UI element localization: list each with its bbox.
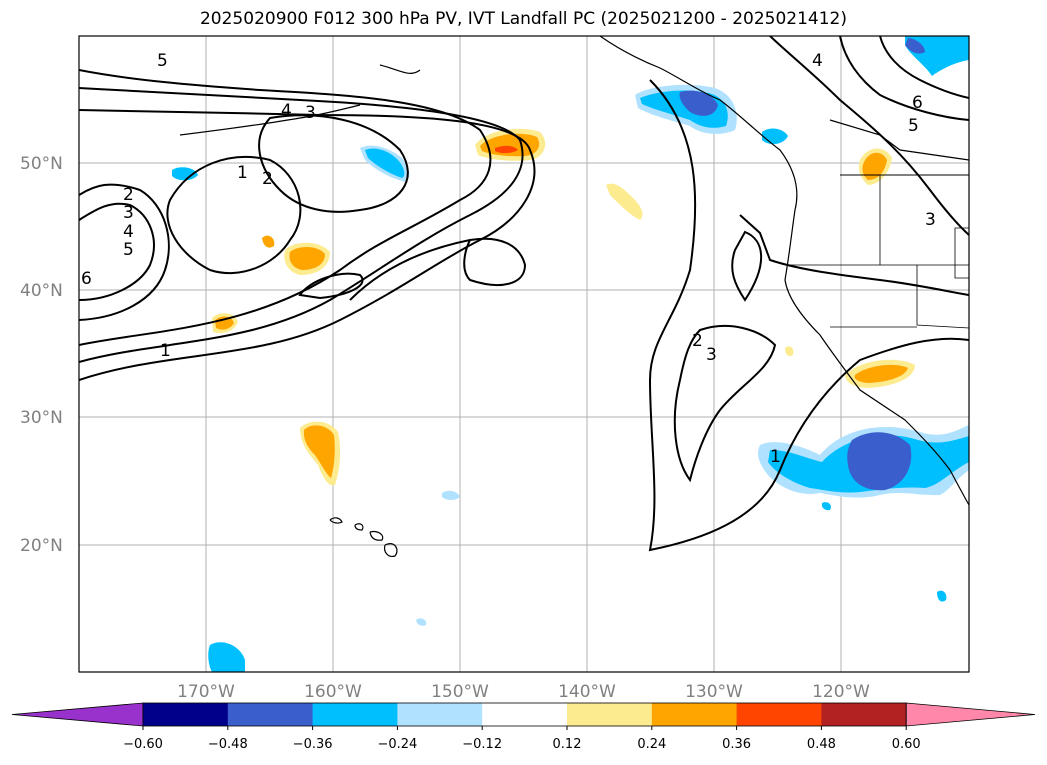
map-frame [78,35,970,673]
colorbar-tick-label: −0.48 [208,737,248,752]
contour-label: 5 [157,51,168,71]
lon-label: 170°W [177,682,235,702]
ivt-shading [172,36,969,672]
colorbar-tick-label: 0.60 [892,737,921,752]
colorbar-tick-label: 0.24 [637,737,666,752]
colorbar-segment [736,703,822,726]
colorbar-segment [143,703,229,726]
colorbar-extend-max [905,702,1036,727]
colorbar-outline [142,702,907,727]
colorbar-segment [651,703,738,726]
contour-label: 5 [908,116,919,136]
colorbar: −0.60 −0.48 −0.36 −0.24 −0.12 0.12 0.24 0.36 0.4… [11,702,1036,752]
lon-label: 160°W [304,682,362,702]
contour-label: 1 [770,447,781,467]
longitude-labels: 170°W 160°W 150°W 140°W 130°W 120°W [177,682,870,702]
colorbar-extend-min [11,702,144,727]
contour-label: 2 [692,331,703,351]
lon-label: 140°W [558,682,616,702]
lon-label: 150°W [431,682,489,702]
contour-label: 4 [123,222,134,242]
lat-label: 50°N [20,154,63,174]
contour-label: 3 [925,210,936,230]
colorbar-segment [312,703,398,726]
colorbar-tick-label: 0.12 [553,737,582,752]
contour-label: 1 [237,163,248,183]
colorbar-segment [227,703,314,726]
lon-label: 120°W [812,682,870,702]
colorbar-tick-label: 0.48 [807,737,836,752]
colorbar-tick-label: 0.36 [722,737,751,752]
colorbar-segment [821,703,907,726]
lat-label: 30°N [20,408,63,428]
colorbar-segment [567,703,653,726]
contour-label: 5 [123,240,134,260]
contour-label: 3 [706,345,717,365]
colorbar-tick-label: −0.12 [462,737,502,752]
lat-label: 40°N [20,281,63,301]
lat-label: 20°N [20,536,63,556]
contour-label: 6 [912,93,923,113]
contour-label: 2 [123,185,134,205]
colorbar-segment [482,703,568,726]
contour-label: 3 [305,103,316,123]
contour-label: 1 [160,341,171,361]
colorbar-tick-label: −0.24 [377,737,417,752]
latitude-labels: 50°N 40°N 30°N 20°N [20,154,63,556]
colorbar-tick-label: −0.36 [293,737,333,752]
colorbar-segment [397,703,483,726]
contour-label: 2 [262,169,273,189]
colorbar-tick-label: −0.60 [123,737,163,752]
pv-contours [79,36,969,552]
map-title: 2025020900 F012 300 hPa PV, IVT Landfall… [199,9,847,29]
contour-west-5 [79,69,492,346]
coastlines [179,36,969,557]
contour-label: 6 [81,269,92,289]
contour-labels: 5 4 3 1 2 2 3 4 5 6 1 2 3 1 4 6 5 3 [81,51,936,467]
contour-label: 3 [123,203,134,223]
lon-label: 130°W [685,682,743,702]
contour-label: 4 [281,101,292,121]
contour-label: 4 [812,51,823,71]
